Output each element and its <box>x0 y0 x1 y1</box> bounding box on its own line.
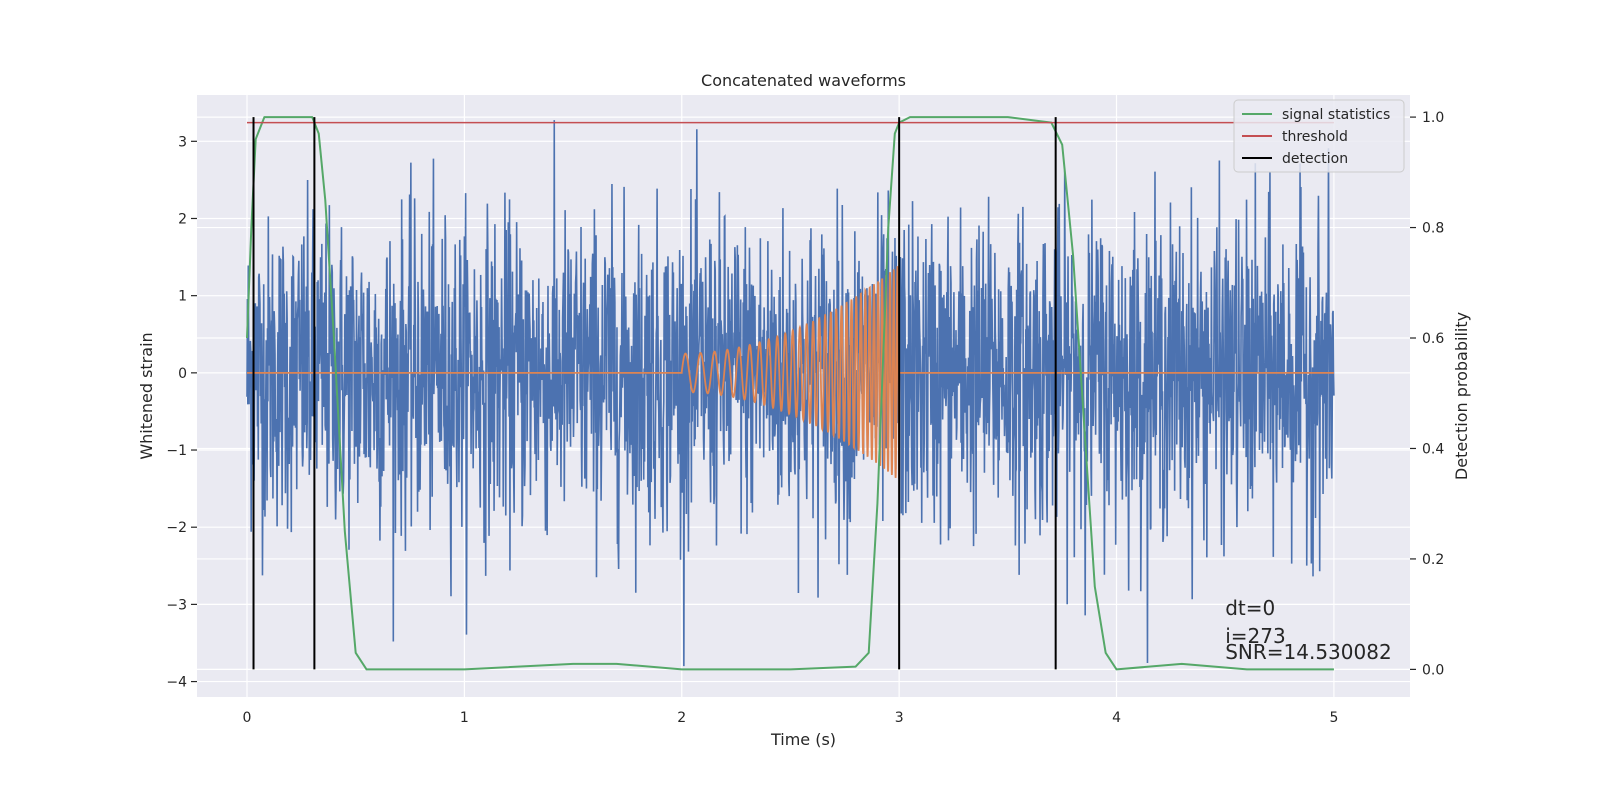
legend-label-detection: detection <box>1282 151 1348 167</box>
y-right-axis-label: Detection probability <box>1452 312 1471 480</box>
x-tick-label: 0 <box>243 710 252 726</box>
x-tick-label: 3 <box>895 710 904 726</box>
signal-statistics-series <box>246 116 1334 671</box>
y-tick-label: 2 <box>178 211 187 227</box>
y-right-tick-label: 0.8 <box>1422 221 1444 237</box>
annotation-index: i=273 <box>1225 624 1286 648</box>
x-tick-label: 1 <box>460 710 469 726</box>
annotation-snr: SNR=14.530082 <box>1225 640 1391 664</box>
signal-statistics-line <box>246 116 1334 671</box>
y-tick-label: 1 <box>178 289 187 305</box>
annotation-dt: dt=0 <box>1225 596 1275 620</box>
chart-title: Concatenated waveforms <box>701 71 906 90</box>
legend-label-threshold: threshold <box>1282 129 1348 145</box>
y-tick-label: 3 <box>178 134 187 150</box>
x-axis-label: Time (s) <box>770 730 836 749</box>
y-right-tick-label: 0.4 <box>1422 441 1444 457</box>
axes: 0 1 2 3 4 5 −4 −3 −2 −1 0 1 2 3 0.0 0.2 0.4 0.6 0.8 1.0 <box>166 110 1444 726</box>
x-tick-label: 2 <box>677 710 686 726</box>
x-tick-label: 4 <box>1112 710 1121 726</box>
y-tick-label: −2 <box>166 520 187 536</box>
detection-series <box>252 117 1057 670</box>
legend-box <box>1233 99 1405 173</box>
injection-series <box>246 266 1334 479</box>
y-right-tick-label: 1.0 <box>1422 110 1444 126</box>
y-right-tick-label: 0.0 <box>1422 662 1444 678</box>
x-tick-label: 5 <box>1329 710 1338 726</box>
y-right-tick-label: 0.2 <box>1422 552 1444 568</box>
y-tick-label: −1 <box>166 443 187 459</box>
y-right-tick-label: 0.6 <box>1422 331 1444 347</box>
y-tick-label: −4 <box>166 675 187 691</box>
injection-line <box>246 266 1334 479</box>
y-tick-label: −3 <box>166 597 187 613</box>
legend: signal statistics threshold detection <box>1233 99 1405 173</box>
y-axis-label: Whitened strain <box>137 332 156 459</box>
y-tick-label: 0 <box>178 366 187 382</box>
legend-label-signal-statistics: signal statistics <box>1282 107 1390 123</box>
